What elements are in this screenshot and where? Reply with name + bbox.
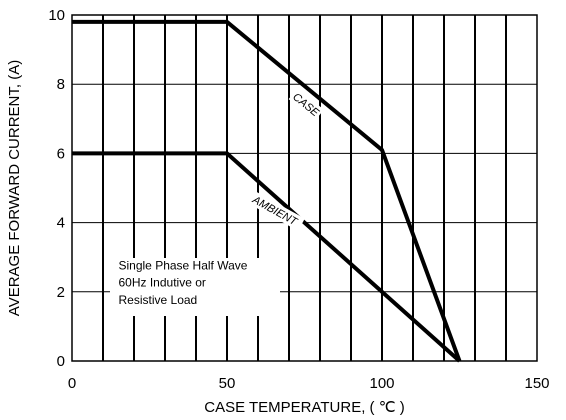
curve-label-case: CASE [288,88,324,121]
series-line-ambient [72,151,461,363]
x-tick-label: 150 [524,375,549,392]
x-tick-label: 0 [68,375,76,392]
y-tick-label: 10 [48,7,65,24]
y-tick-label: 4 [57,215,65,232]
annotation-line: Resistive Load [119,293,198,307]
series-line-case [72,19,462,362]
y-tick-label: 2 [57,284,65,301]
x-tick-label: 50 [219,375,236,392]
plot-frame [71,14,538,362]
tick-labels: 0 50 100 150 0 2 4 6 8 10 [48,7,549,392]
curve-label-background [288,88,324,121]
annotation-background [110,258,280,316]
curve-label-background [248,191,305,231]
x-tick-label: 100 [369,375,394,392]
annotation-line: 60Hz Indutive or [119,276,206,290]
annotation-line: Single Phase Half Wave [119,258,248,272]
y-axis-title: AVERAGE FORWARD CURRENT, (A) [6,60,23,316]
y-tick-label: 6 [57,145,65,162]
annotation-box: Single Phase Half Wave 60Hz Indutive or Re… [110,258,280,316]
y-tick-label: 8 [57,76,65,93]
x-axis-title: CASE TEMPERATURE, ( ℃ ) [204,399,404,416]
y-tick-label: 0 [57,353,65,370]
